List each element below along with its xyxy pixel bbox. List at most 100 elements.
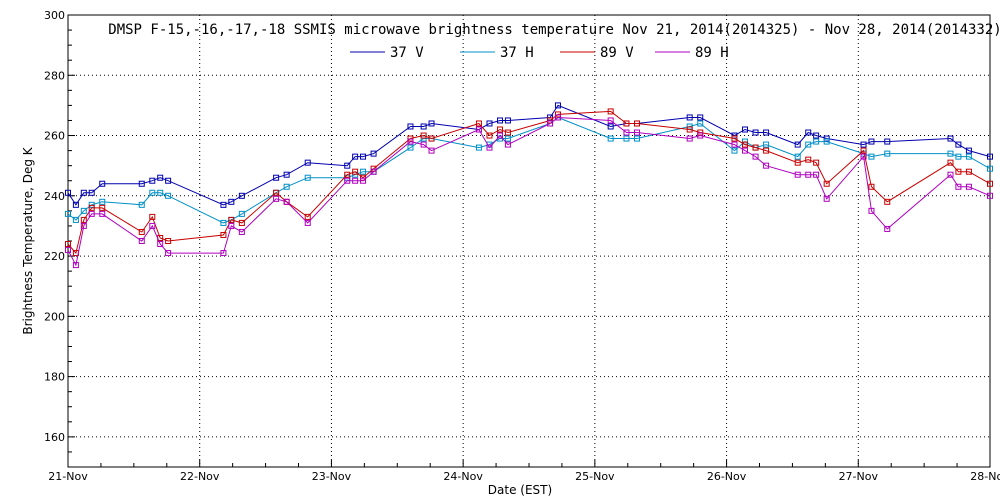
data-point-37-v xyxy=(763,129,770,136)
data-point-89-h xyxy=(238,228,245,235)
data-point-89-h xyxy=(860,153,867,160)
data-point-89-h xyxy=(813,171,820,178)
data-point-89-v xyxy=(65,241,71,248)
data-point-37-h xyxy=(407,144,414,151)
grid xyxy=(68,15,990,467)
data-point-37-v xyxy=(607,123,614,130)
data-point-89-h xyxy=(407,138,414,145)
data-point-89-h xyxy=(884,225,891,232)
data-point-37-h xyxy=(220,219,227,226)
data-point-37-v xyxy=(752,129,759,136)
data-point-37-v xyxy=(360,153,367,160)
data-point-37-h xyxy=(794,153,801,160)
data-point-37-v xyxy=(987,153,993,160)
data-point-89-h xyxy=(868,207,875,214)
x-tick-label: 22-Nov xyxy=(180,470,220,483)
y-tick-label: 220 xyxy=(44,250,65,263)
series-89-v xyxy=(65,108,993,257)
data-point-37-v xyxy=(407,123,414,130)
data-point-89-h xyxy=(370,168,377,175)
data-point-37-v xyxy=(823,135,830,142)
data-point-89-h xyxy=(283,198,290,205)
data-point-89-h xyxy=(72,262,79,269)
data-point-89-v xyxy=(686,126,693,133)
data-point-37-v xyxy=(72,201,79,208)
data-point-37-v xyxy=(80,189,87,196)
data-point-37-v xyxy=(149,177,156,184)
data-point-37-v xyxy=(88,189,95,196)
legend-label-37-v: 37 V xyxy=(390,45,424,61)
data-point-37-v xyxy=(65,189,71,196)
data-point-89-v xyxy=(794,159,801,166)
data-point-37-h xyxy=(823,138,830,145)
data-point-37-h xyxy=(149,189,156,196)
x-axis-label: Date (EST) xyxy=(488,483,552,497)
data-point-37-h xyxy=(884,150,891,157)
data-point-37-v xyxy=(304,159,311,166)
legend-item-89-h: 89 H xyxy=(655,45,729,61)
data-point-37-v xyxy=(697,114,704,121)
legend-label-89-v: 89 V xyxy=(600,45,634,61)
data-point-37-h xyxy=(72,216,79,223)
data-point-89-h xyxy=(554,114,561,121)
y-tick-label: 160 xyxy=(44,431,65,444)
data-point-89-h xyxy=(607,117,614,124)
data-point-37-v xyxy=(228,198,235,205)
data-point-37-v xyxy=(497,117,504,124)
data-point-89-h xyxy=(228,222,235,229)
data-point-89-h xyxy=(742,147,749,154)
data-point-37-h xyxy=(686,123,693,130)
data-point-89-h xyxy=(686,135,693,142)
data-point-89-v xyxy=(228,216,235,223)
x-tick-label: 27-Nov xyxy=(839,470,879,483)
data-point-37-h xyxy=(947,150,954,157)
data-point-89-h xyxy=(273,195,280,202)
data-point-89-v xyxy=(138,228,145,235)
data-point-37-v xyxy=(860,141,867,148)
data-point-89-v xyxy=(805,156,812,163)
x-tick-label: 24-Nov xyxy=(443,470,483,483)
data-point-89-h xyxy=(475,126,482,133)
data-point-89-h xyxy=(947,171,954,178)
data-point-89-v xyxy=(238,219,245,226)
data-point-37-h xyxy=(868,153,875,160)
data-point-37-h xyxy=(965,153,972,160)
data-point-37-h xyxy=(805,141,812,148)
data-point-89-h xyxy=(138,238,145,244)
data-point-37-v xyxy=(686,114,693,121)
data-point-89-h xyxy=(344,177,351,184)
data-point-89-v xyxy=(860,147,867,154)
data-point-89-h xyxy=(623,129,630,136)
data-point-89-h xyxy=(304,219,311,226)
data-point-37-v xyxy=(884,138,891,145)
data-point-89-v xyxy=(623,120,630,127)
y-tick-label: 180 xyxy=(44,371,65,384)
data-point-89-h xyxy=(157,241,164,248)
data-point-89-h xyxy=(731,141,738,148)
data-point-37-h xyxy=(623,135,630,142)
data-point-89-h xyxy=(428,147,435,154)
data-point-37-h xyxy=(475,144,482,151)
data-point-37-h xyxy=(304,174,311,181)
series-89-h xyxy=(65,114,993,269)
legend-label-37-h: 37 H xyxy=(500,45,534,61)
data-point-89-v xyxy=(304,213,311,220)
legend-label-89-h: 89 H xyxy=(695,45,729,61)
data-point-37-h xyxy=(65,210,71,217)
series-layer xyxy=(65,102,993,269)
data-point-37-v xyxy=(947,135,954,142)
data-point-89-h xyxy=(504,141,511,148)
data-point-89-v xyxy=(497,126,504,133)
data-point-89-h xyxy=(955,183,962,190)
data-point-89-v xyxy=(428,135,435,142)
data-point-89-h xyxy=(99,210,106,217)
data-point-89-h xyxy=(497,132,504,139)
y-tick-label: 280 xyxy=(44,69,65,82)
data-point-89-h xyxy=(634,129,641,136)
data-point-89-v xyxy=(813,159,820,166)
y-tick-label: 300 xyxy=(44,9,65,22)
data-point-89-h xyxy=(352,177,359,184)
y-axis-label: Brightness Temperature, Deg K xyxy=(21,146,35,334)
data-point-89-v xyxy=(352,168,359,175)
data-point-89-v xyxy=(504,129,511,136)
